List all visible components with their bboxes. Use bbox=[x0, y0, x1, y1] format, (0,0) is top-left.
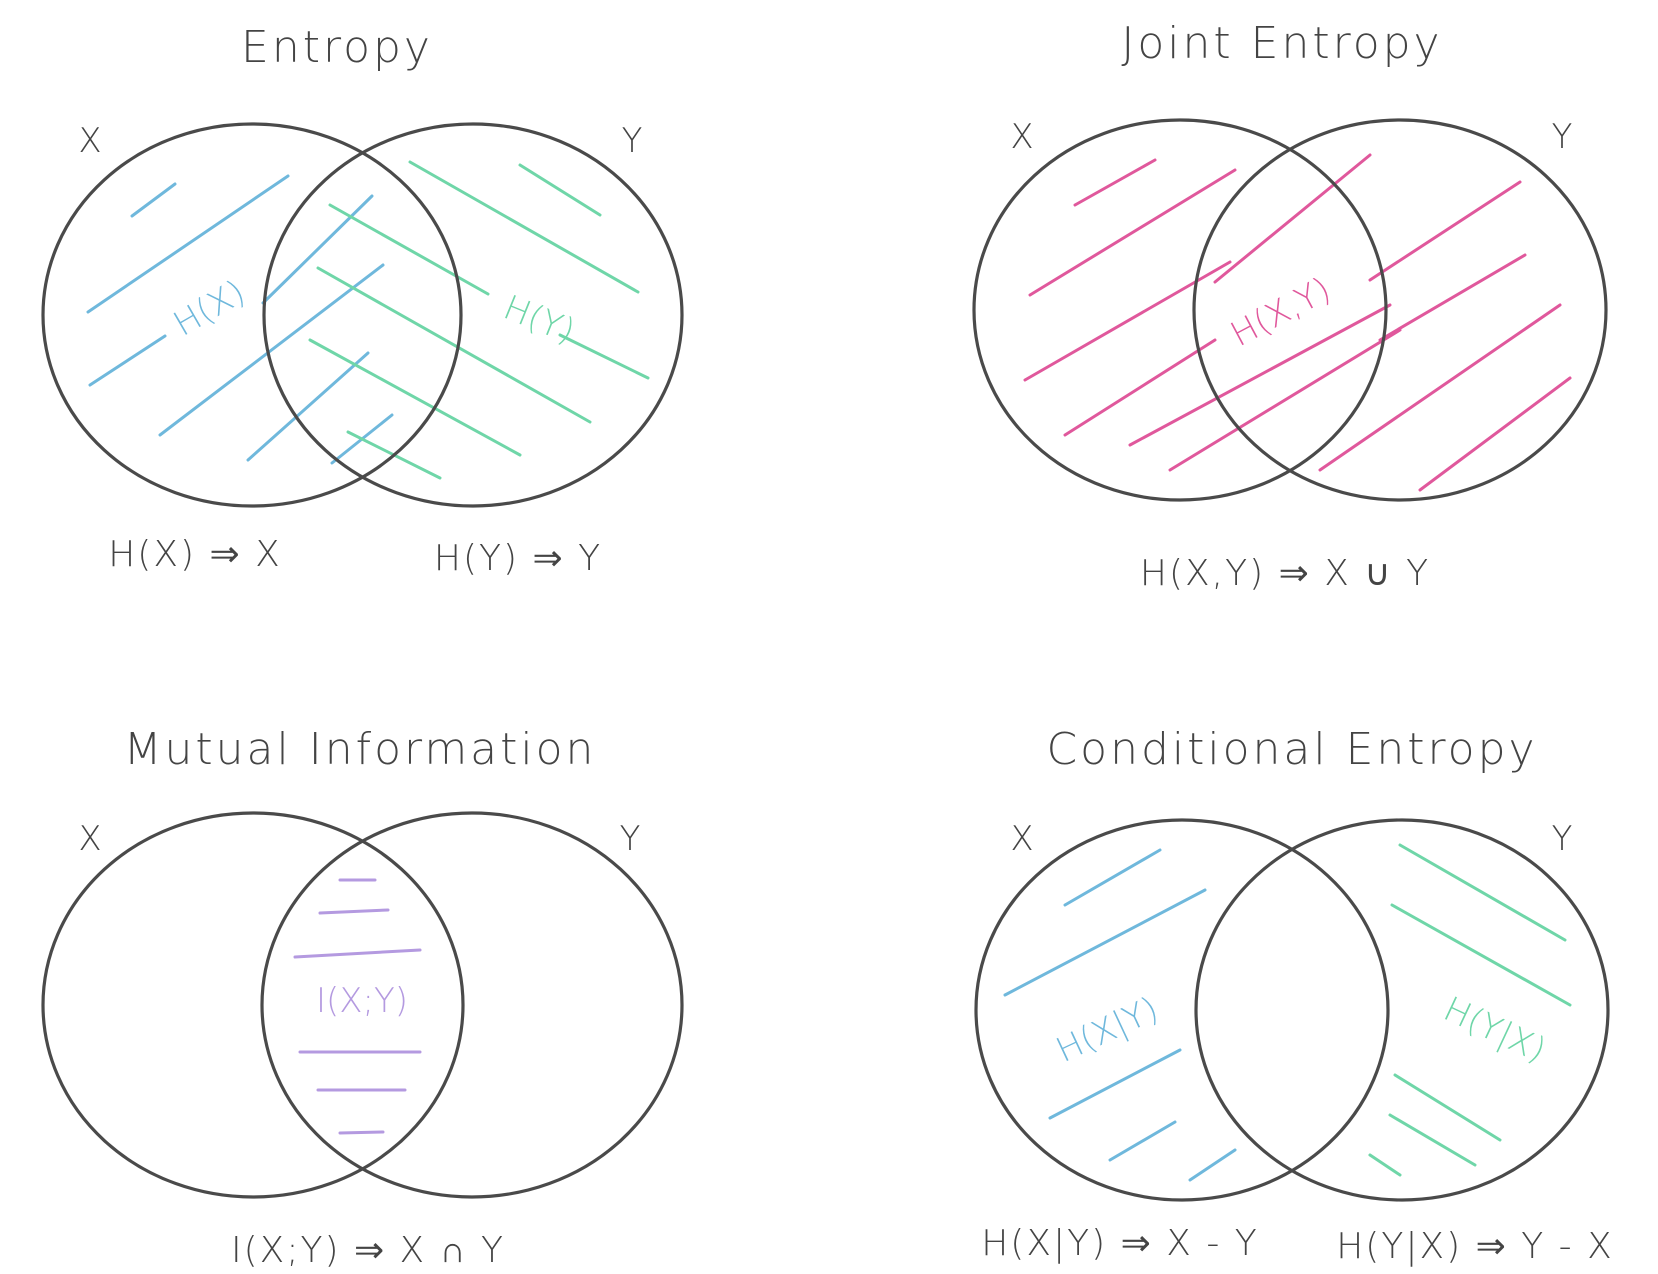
region-label-hx: H(X) bbox=[167, 272, 252, 344]
panel-mutual-information: Mutual Information X Y I(X;Y) I(X;Y) ⇒ X… bbox=[41, 724, 684, 1271]
region-label-ixy: I(X;Y) bbox=[316, 981, 408, 1021]
formula-joint: H(X,Y) ⇒ X ∪ Y bbox=[1140, 553, 1430, 594]
formula-y-given-x: H(Y|X) ⇒ Y - X bbox=[1336, 1226, 1614, 1267]
region-label-hy: H(Y) bbox=[498, 288, 581, 352]
panel-entropy: Entropy X Y H(X) H(Y) H(X) ⇒ X H(Y bbox=[41, 22, 684, 579]
region-label-hx-given-y: H(X|Y) bbox=[1050, 989, 1164, 1071]
formula-hy: H(Y) ⇒ Y bbox=[434, 538, 602, 579]
hatch-xy-joint bbox=[1023, 153, 1572, 492]
region-label-hy-given-x: H(Y|X) bbox=[1437, 989, 1551, 1071]
hatch-y-given-x bbox=[1368, 843, 1572, 1177]
circle-y-mutual bbox=[260, 811, 684, 1199]
circle-y-joint bbox=[1192, 118, 1608, 502]
hatch-x-entropy bbox=[86, 174, 394, 465]
circle-x-conditional bbox=[974, 818, 1390, 1202]
hatch-mutual bbox=[293, 878, 422, 1135]
panel-joint-entropy: Joint Entropy X Y H(X,Y) H(X,Y) ⇒ X ∪ Y bbox=[972, 18, 1608, 594]
set-label-x: X bbox=[1010, 117, 1033, 157]
hatch-y-entropy bbox=[308, 160, 650, 480]
set-label-x: X bbox=[1010, 819, 1033, 859]
set-label-y: Y bbox=[622, 121, 643, 161]
circle-x-mutual bbox=[41, 811, 465, 1199]
formula-hx: H(X) ⇒ X bbox=[108, 534, 282, 575]
set-label-x: X bbox=[78, 819, 101, 859]
formula-x-given-y: H(X|Y) ⇒ X - Y bbox=[981, 1223, 1259, 1264]
panel-title-mutual: Mutual Information bbox=[124, 724, 597, 775]
set-label-y: Y bbox=[620, 819, 641, 859]
circle-y-entropy bbox=[262, 122, 684, 508]
panel-title-joint: Joint Entropy bbox=[1121, 18, 1442, 69]
panel-title-conditional: Conditional Entropy bbox=[1046, 724, 1537, 775]
set-label-y: Y bbox=[1552, 819, 1573, 859]
hatch-x-given-y bbox=[1003, 848, 1237, 1182]
formula-mutual: I(X;Y) ⇒ X ∩ Y bbox=[231, 1230, 505, 1271]
circle-x-entropy bbox=[41, 122, 463, 508]
panel-conditional-entropy: Conditional Entropy X Y H(X|Y) H(Y|X) H(… bbox=[974, 724, 1614, 1267]
panel-title-entropy: Entropy bbox=[241, 22, 433, 73]
circle-y-conditional bbox=[1194, 818, 1610, 1202]
set-label-x: X bbox=[78, 121, 101, 161]
set-label-y: Y bbox=[1552, 117, 1573, 157]
circle-x-joint bbox=[972, 118, 1388, 502]
